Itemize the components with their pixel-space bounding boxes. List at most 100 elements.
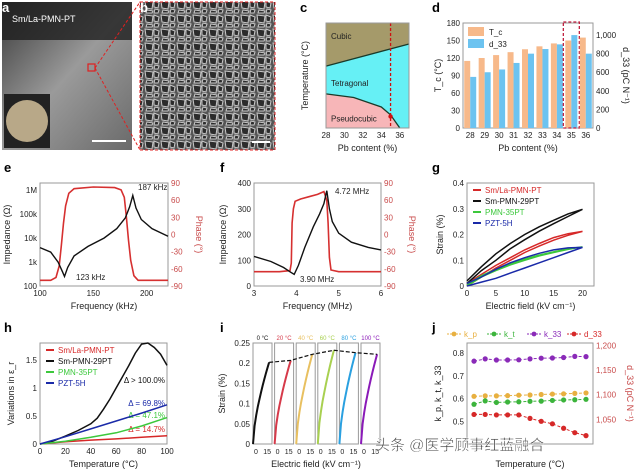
data-point [505, 357, 511, 363]
y2-axis-label: d_33 (pC N⁻¹) [621, 47, 631, 104]
data-point [572, 397, 578, 403]
zoom-line-top [94, 1, 141, 69]
x-tick-label: 20 [578, 289, 587, 298]
x-tick-label: 28 [466, 131, 475, 140]
y-tick-label: 100k [20, 210, 38, 219]
resonance-annotation: 123 kHz [76, 273, 105, 282]
panel-d-bar-chart: 0 30 60 90 120 150 180 0 200 400 600 800 1,000 Pb con… [433, 19, 631, 153]
x-tick-label: 35 [567, 131, 576, 140]
x-tick-label: 0 [297, 449, 301, 456]
data-point [538, 391, 544, 398]
data-point [482, 398, 488, 404]
legend-label: d_33 [584, 330, 602, 339]
y-tick-label: 0.7 [453, 372, 465, 381]
panel-f-impedance: 3 4 5 60100200300400-90-60-300306090Frequen… [218, 179, 417, 311]
y-tick-label: 1.5 [26, 356, 38, 365]
y-tick-label: 0.2 [239, 359, 251, 368]
series-line [39, 435, 168, 445]
data-point [527, 415, 533, 421]
data-point [538, 418, 544, 424]
legend-marker [531, 331, 537, 337]
data-point [471, 411, 477, 418]
temperature-label: 40 °C [298, 336, 314, 342]
x-axis-label: Temperature (°C) [69, 459, 138, 469]
y2-tick-label: 800 [596, 50, 610, 59]
panel-letter-c: c [300, 0, 307, 15]
plot-frame [325, 22, 410, 129]
data-point [505, 412, 511, 418]
panel-letter-f: f [220, 160, 225, 175]
y-tick-label: 400 [238, 179, 252, 188]
bar-d33 [499, 69, 506, 128]
temperature-label: 80 °C [341, 336, 357, 342]
y-tick-label: 1M [26, 186, 37, 195]
resonance-annotation: 187 kHz [138, 183, 167, 192]
y2-tick-label: 90 [171, 179, 180, 188]
x-tick-label: 31 [509, 131, 518, 140]
subplot-frame [338, 342, 359, 445]
legend-swatch [468, 27, 484, 36]
bar-d33 [484, 72, 491, 128]
data-point [561, 354, 567, 361]
panel-b-sem-image [139, 1, 276, 151]
y-tick-label: 0.05 [234, 420, 250, 429]
x-tick-label: 30 [340, 131, 349, 140]
strain-curve [338, 352, 357, 445]
y2-axis-label: d_33 (pC N⁻¹) [625, 365, 635, 422]
bar-d33 [470, 76, 477, 128]
x-tick-label: 15 [285, 449, 293, 456]
x-tick-label: 29 [480, 131, 489, 140]
boundary-line [325, 93, 401, 129]
x-tick-label: 3 [252, 289, 257, 298]
data-point [516, 392, 522, 398]
data-point [583, 396, 589, 402]
data-point [561, 391, 567, 397]
data-point [561, 397, 567, 403]
legend-marker [571, 331, 577, 337]
data-point [482, 393, 488, 399]
y-tick-label: 30 [451, 107, 460, 116]
legend-swatch [468, 39, 484, 48]
impedance-curve [39, 192, 169, 279]
data-point [493, 399, 499, 406]
mpb-point [388, 114, 393, 119]
x-tick-label: 15 [350, 449, 358, 456]
subplot-frame [295, 342, 316, 445]
y2-tick-label: 30 [171, 213, 180, 222]
y2-tick-label: 1,200 [596, 341, 617, 350]
legend-label: Sm/La-PMN-PT [58, 346, 115, 355]
y-tick-label: 60 [451, 89, 460, 98]
y-tick-label: 0.3 [453, 205, 465, 214]
strain-curve [295, 354, 314, 445]
bar-d33 [542, 49, 549, 128]
y2-tick-label: 1,050 [596, 415, 617, 424]
y2-tick-label: 400 [596, 87, 610, 96]
delta-annotation: Δ > 100.0% [124, 376, 165, 385]
phase-curve [254, 190, 381, 273]
subplot-frame [360, 342, 381, 445]
panel-letter-j: j [431, 320, 436, 335]
impedance-curve [253, 190, 382, 276]
region-label: Tetragonal [331, 79, 369, 88]
bar-tc [522, 49, 528, 128]
bar-tc [565, 40, 572, 128]
x-tick-label: 15 [549, 289, 558, 298]
y2-tick-label: 1,150 [596, 366, 617, 375]
subplot-frame [252, 342, 273, 445]
bar-tc [536, 46, 543, 129]
data-point [471, 358, 477, 364]
ceramic-disk [6, 100, 48, 142]
x-tick-label: 32 [524, 131, 533, 140]
legend-marker [491, 331, 497, 337]
delta-annotation: Δ = 47.1% [128, 411, 165, 420]
legend-label: Sm-PMN-29PT [58, 357, 112, 366]
bar-tc [550, 43, 557, 128]
bar-d33 [513, 62, 520, 129]
y-tick-label: 0 [456, 124, 461, 133]
data-point [549, 397, 556, 404]
data-point [527, 392, 533, 398]
data-point [572, 430, 578, 436]
region-label: Pseudocubic [331, 115, 377, 124]
series-line [39, 416, 168, 445]
